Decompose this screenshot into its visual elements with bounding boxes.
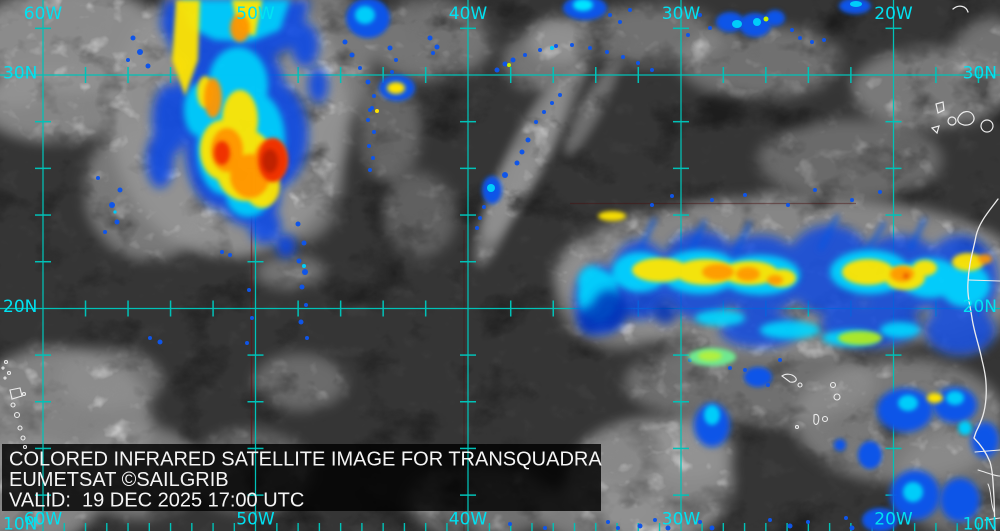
convective-system-west	[146, 0, 328, 258]
cape-verde-islands-outline	[781, 373, 841, 430]
parallel-label-right-10N: 10N	[963, 515, 997, 531]
parallel-label-left-30N: 30N	[3, 64, 37, 84]
info-overlay: COLORED INFRARED SATELLITE IMAGE FOR TRA…	[9, 449, 602, 512]
lesser-antilles-outline	[1, 359, 28, 450]
meridian-label-top-40W: 40W	[449, 4, 488, 24]
scattered-blue-cells-northwest	[96, 35, 309, 345]
itcz-cloud-band	[574, 188, 998, 370]
meridian-label-top-20W: 20W	[874, 4, 913, 24]
overlay-valid-time: VALID: 19 DEC 2025 17:00 UTC	[9, 490, 304, 512]
overlay-credit: EUMETSAT ©SAILGRIB	[9, 469, 229, 491]
meridian-label-top-60W: 60W	[24, 4, 63, 24]
parallel-label-left-10N: 10N	[3, 515, 37, 531]
meridian-label-bottom-60W: 60W	[24, 510, 63, 530]
coastlines	[1, 5, 1000, 531]
parallel-label-right-20N: 20N	[963, 297, 997, 317]
country-border-lines	[967, 279, 1000, 521]
scattered-blue-cells-northeast	[686, 0, 871, 44]
madeira-outline	[952, 5, 969, 13]
meridian-label-top-50W: 50W	[236, 4, 275, 24]
blue-cell-chain-40w	[475, 93, 562, 230]
meridian-label-bottom-30W: 30W	[662, 510, 701, 530]
parallel-label-left-20N: 20N	[3, 297, 37, 317]
african-coastline	[967, 198, 999, 531]
info-overlay-background	[2, 444, 601, 511]
overlay-title: COLORED INFRARED SATELLITE IMAGE FOR TRA…	[9, 449, 602, 471]
meridian-label-top-30W: 30W	[662, 4, 701, 24]
meridian-label-bottom-50W: 50W	[236, 510, 275, 530]
scattered-blue-cells-north-center	[342, 0, 654, 172]
scattered-blue-cells-southeast	[508, 348, 999, 531]
meridian-label-bottom-40W: 40W	[449, 510, 488, 530]
meridian-label-bottom-20W: 20W	[874, 510, 913, 530]
parallel-label-right-30N: 30N	[963, 64, 997, 84]
canary-islands-outline	[930, 101, 994, 135]
grid-labels: 60W 60W 50W 50W 40W 40W 30W 30W 20W 20W 30N 30N 20N 2…	[3, 4, 997, 531]
